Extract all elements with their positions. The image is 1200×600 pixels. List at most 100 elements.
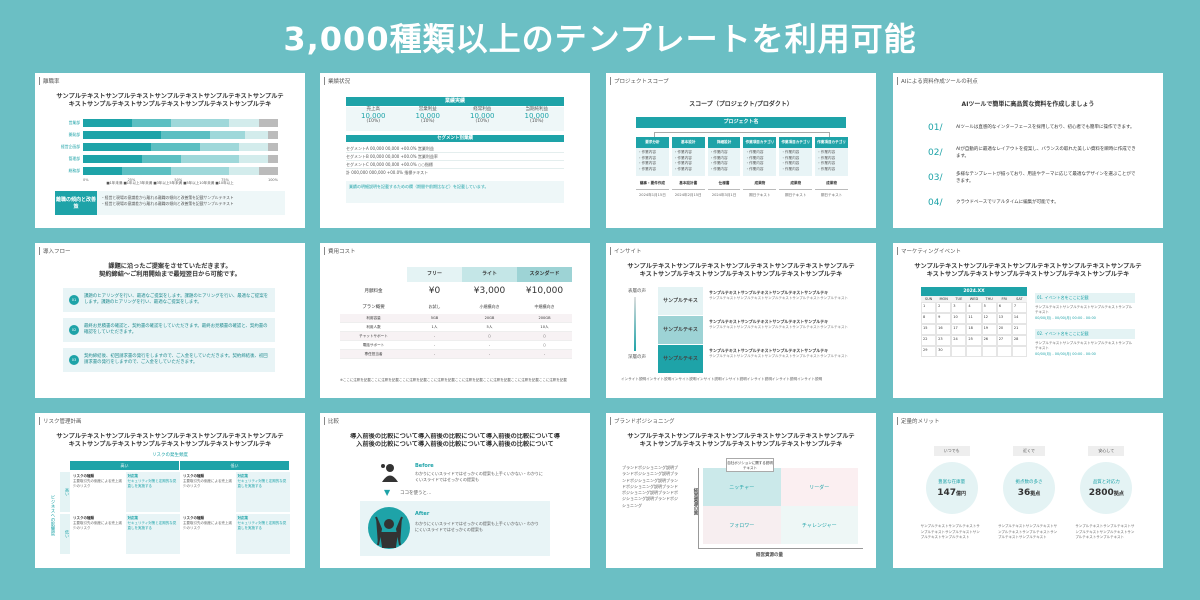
merit-tag: 近くで [1013,446,1045,456]
calendar-day[interactable]: 17 [951,324,967,335]
calendar-day[interactable] [1011,346,1027,357]
card-label: 比較 [324,417,339,425]
calendar-day[interactable]: 8 [921,313,937,324]
feature-value: 20GB [484,316,495,320]
calendar-day[interactable]: 20 [996,324,1012,335]
tier-title: サンプルテキストサンプルテキストサンプルテキストサンプルテキ [709,348,829,353]
feature-value: - [433,334,436,338]
calendar-day[interactable]: 7 [1011,302,1027,313]
calendar-day[interactable] [951,346,967,357]
plan-name: スタンダード [517,267,572,282]
calendar-day[interactable]: 9 [936,313,952,324]
bar-label: 営業部 [68,120,80,125]
axis-label: リスクの発生頻度 [152,453,188,458]
calendar-day[interactable]: 1 [921,302,937,313]
bullet: ・経営と現場の意識差から離れる離職の傾向と改善策を記載サンプルテキスト [101,201,234,206]
calendar-day[interactable] [966,346,982,357]
table-row: 計 000,000 000,000 +00.0% 指標テキスト [346,170,429,175]
calendar-day[interactable]: 5 [981,302,997,313]
bar-segment [229,119,259,127]
feature-value: 1人 [431,324,438,329]
plan-text: セキュリティ対策と定期的な見直しを実施する [127,521,177,530]
calendar-day[interactable]: 29 [921,346,937,357]
item-number: 04/ [928,197,943,208]
template-card-merit[interactable]: 定量的メリット いつでも 豊富な在庫量 147億円 サンプルテキストサンプルテキストサ… [893,413,1163,568]
feature-value: 10人 [540,324,549,329]
price: ¥10,000 [525,286,564,296]
calendar-day[interactable]: 28 [1011,335,1027,346]
card-label: AIによる資料作成ツールの利点 [897,77,978,85]
weekday: MON [939,297,948,301]
scope-columns: 要求分析 ・作業内容 ・作業内容 ・作業内容 ・作業内容 議事・要件作成 2024年1… [636,137,848,200]
calendar-day[interactable] [996,346,1012,357]
step-number: 01 [69,295,79,305]
calendar-day[interactable]: 19 [981,324,997,335]
plan-title: 対応策 [237,516,249,520]
calendar-day[interactable]: 6 [996,302,1012,313]
calendar-day[interactable]: 14 [1011,313,1027,324]
after-label: After [415,511,430,517]
calendar-day[interactable]: 4 [966,302,982,313]
price: ¥0 [428,286,441,296]
calendar-day[interactable]: 26 [981,335,997,346]
calendar-day[interactable]: 25 [966,335,982,346]
bar-label: 管理部 [68,156,80,161]
merit-value: 147 [937,487,957,498]
template-card-performance[interactable]: 業績状況 業績実績 売上高 10,000 (10%) 営業利益 10,000 (10%)… [320,73,590,228]
calendar-day[interactable]: 27 [996,335,1012,346]
calendar-day[interactable]: 18 [966,324,982,335]
merit-list: いつでも 豊富な在庫量 147億円 サンプルテキストサンプルテキストサンプルテキストサ… [913,446,1145,541]
template-card-risk[interactable]: リスク管理計画 サンプルテキストサンプルテキストサンプルテキストサンプルテキスト… [35,413,305,568]
calendar-day[interactable]: 3 [951,302,967,313]
insight-box: 離職の傾向と改善策 ・経営と現場の意識差から離れる離職の傾向と改善策を記載サンプ… [55,191,285,215]
calendar-day[interactable]: 21 [1011,324,1027,335]
merit-tag: 安心して [1088,446,1125,456]
column-items: ・作業内容 ・作業内容 ・作業内容 ・作業内容 [779,148,813,176]
benefit-list: 01/AIツールは直感的なインターフェースを採用しており、初心者でも簡単に操作で… [928,115,1138,215]
chart-legend: ■1年未満 ■1年以上3年未満 ■3年以上5年未満 ■5年以上10年未満 ■10… [106,181,234,185]
template-card-event[interactable]: マーケティングイベント サンプルテキストサンプルテキストサンプルテキストサンプル… [893,243,1163,398]
template-card-turnover[interactable]: 離職率 サンプルテキストサンプルテキストサンプルテキストサンプルテキストサンプル… [35,73,305,228]
template-card-compare[interactable]: 比較 導入前後の比較について導入前後の比較について導入前後の比較について導入前後… [320,413,590,568]
before-label: Before [415,463,434,469]
item-number: 02/ [928,147,943,158]
template-card-cost[interactable]: 費用コスト フリー ライト スタンダード 月額料金 ¥0 ¥3,000 ¥10,000 プラン… [320,243,590,398]
template-card-ai[interactable]: AIによる資料作成ツールの利点 AIツールで簡単に高品質な資料を作成しましょう … [893,73,1163,228]
surface-label: 表層の声 [628,289,646,294]
kpi-name: 営業利益 [418,107,437,112]
merit-circle: 豊富な在庫量 147億円 [925,462,978,514]
calendar-day[interactable]: 15 [921,324,937,335]
benefit-item: 03/多様なテンプレートが揃っており、用途やテーマに応じて最適なデザインを選ぶこ… [928,165,1138,190]
calendar-day[interactable]: 13 [996,313,1012,324]
column-items: ・作業内容 ・作業内容 ・作業内容 ・作業内容 [743,148,777,176]
calendar-day[interactable]: 10 [951,313,967,324]
flow-step: 02 最終お見積書の確認と、契約書の確認をしていただきます。最終お見積書の確認と、… [63,318,275,342]
merit-item: いつでも 豊富な在庫量 147億円 サンプルテキストサンプルテキストサンプルテキストサ… [913,446,990,541]
calendar-day[interactable]: 24 [951,335,967,346]
deliverable: 成果物 [779,176,813,190]
quadrant-leader: リーダー [780,468,858,506]
box-title: 離職の傾向と改善策 [55,191,97,215]
insight-tier: サンプルテキス サンプルテキストサンプルテキストサンプルテキストサンプルテキ サンプ… [658,316,858,344]
template-card-scope[interactable]: プロジェクトスコープ スコープ（プロジェクト/プロダクト） プロジェクト名 要求… [606,73,876,228]
bar-segment [83,167,122,175]
price-row: 月額料金 ¥0 ¥3,000 ¥10,000 [340,282,572,300]
due-date: 期日テキスト [784,193,807,197]
calendar-day[interactable]: 2 [936,302,952,313]
template-card-brand[interactable]: ブランドポジショニング サンプルテキストサンプルテキストサンプルテキストサンプル… [606,413,876,568]
axis-label: ビジネスへの影響度 [50,495,55,536]
template-card-insight[interactable]: インサイト サンプルテキストサンプルテキストサンプルテキストサンプルテキストサン… [606,243,876,398]
calendar-day[interactable]: 30 [936,346,952,357]
template-card-flow[interactable]: 導入フロー 課題に沿ったご提案をさせていただきます。 契約締結〜ご利用開始まで最… [35,243,305,398]
merit-unit: 拠点 [1030,490,1041,497]
bar-row: 総務部 [53,166,283,176]
table-row: セグメントC 00,000 00,000 +00.0% ○○指標 [346,161,564,169]
calendar-day[interactable]: 23 [936,335,952,346]
kpi-row: 売上高 10,000 (10%) 営業利益 10,000 (10%) 経常利益 10,00… [346,107,564,131]
calendar-day[interactable]: 11 [966,313,982,324]
calendar-day[interactable]: 16 [936,324,952,335]
calendar-day[interactable]: 12 [981,313,997,324]
calendar-day[interactable] [981,346,997,357]
card-heading: サンプルテキストサンプルテキストサンプルテキストサンプルテキストサンプルテキスト… [627,433,855,448]
calendar-day[interactable]: 22 [921,335,937,346]
